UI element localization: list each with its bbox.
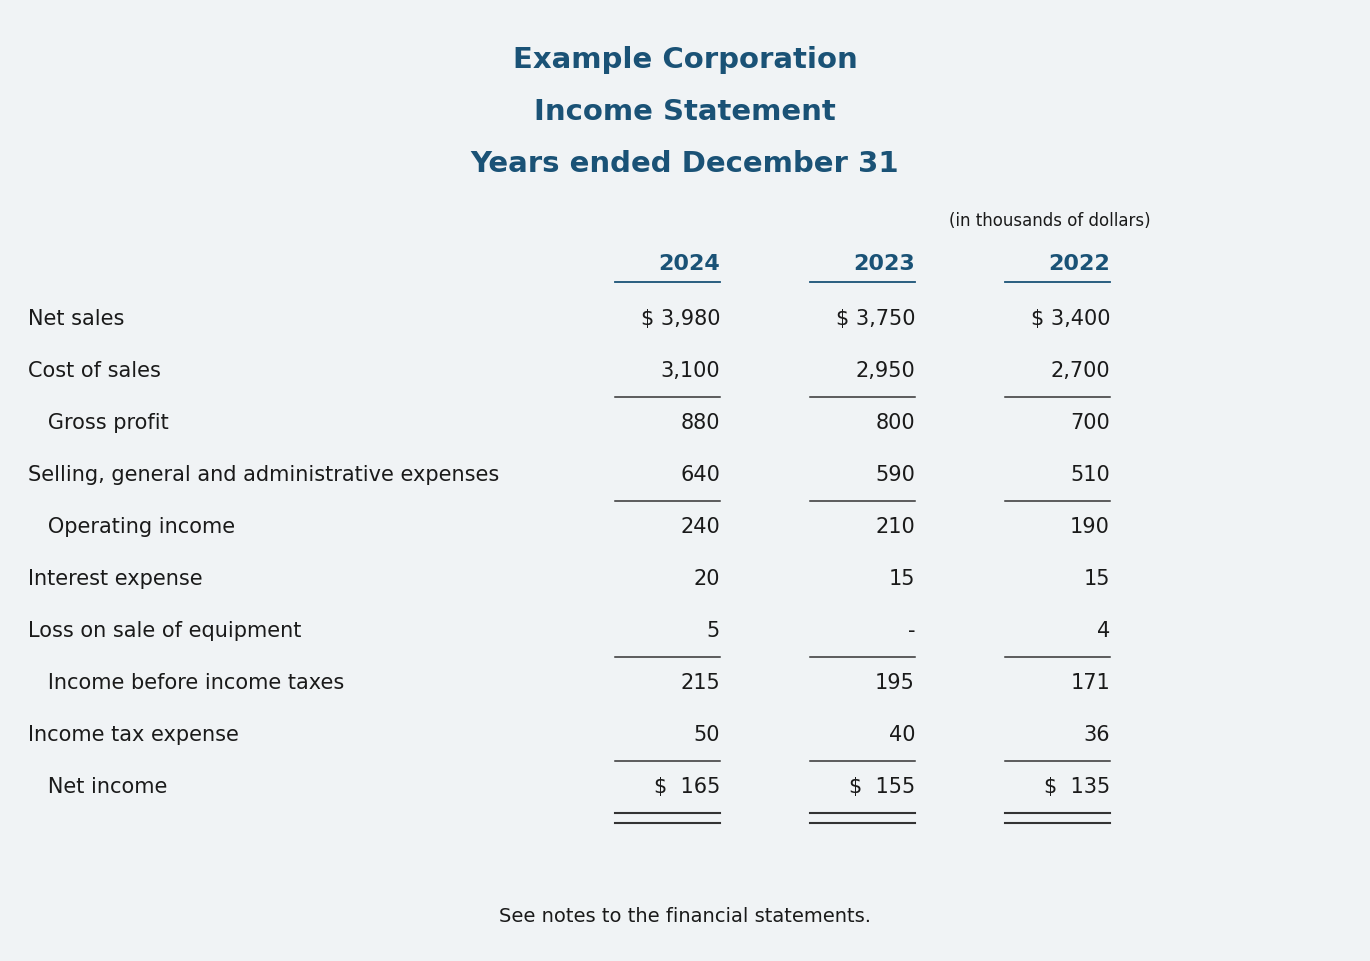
Text: $ 3,980: $ 3,980: [641, 309, 721, 329]
Text: $  135: $ 135: [1044, 777, 1110, 797]
Text: Example Corporation: Example Corporation: [512, 46, 858, 74]
Text: 510: 510: [1070, 465, 1110, 485]
Text: 15: 15: [1084, 569, 1110, 589]
Text: Net income: Net income: [27, 777, 167, 797]
Text: Loss on sale of equipment: Loss on sale of equipment: [27, 621, 301, 641]
Text: 195: 195: [875, 673, 915, 693]
Text: 210: 210: [875, 517, 915, 537]
Text: 20: 20: [693, 569, 721, 589]
Text: 880: 880: [681, 413, 721, 433]
Text: 240: 240: [681, 517, 721, 537]
Text: 640: 640: [680, 465, 721, 485]
Text: 2024: 2024: [658, 254, 721, 274]
Text: 3,100: 3,100: [660, 361, 721, 381]
Text: 190: 190: [1070, 517, 1110, 537]
Text: 5: 5: [707, 621, 721, 641]
Text: 36: 36: [1084, 725, 1110, 745]
Text: 4: 4: [1097, 621, 1110, 641]
Text: 171: 171: [1070, 673, 1110, 693]
Text: 2,700: 2,700: [1051, 361, 1110, 381]
Text: Net sales: Net sales: [27, 309, 125, 329]
Text: See notes to the financial statements.: See notes to the financial statements.: [499, 907, 871, 926]
Text: Interest expense: Interest expense: [27, 569, 203, 589]
Text: (in thousands of dollars): (in thousands of dollars): [949, 212, 1151, 230]
Text: 2022: 2022: [1048, 254, 1110, 274]
Text: Cost of sales: Cost of sales: [27, 361, 160, 381]
Text: $ 3,750: $ 3,750: [836, 309, 915, 329]
Text: 800: 800: [875, 413, 915, 433]
Text: Income Statement: Income Statement: [534, 98, 836, 126]
Text: $  155: $ 155: [849, 777, 915, 797]
Text: 700: 700: [1070, 413, 1110, 433]
Text: Operating income: Operating income: [27, 517, 236, 537]
Text: 15: 15: [889, 569, 915, 589]
Text: Income before income taxes: Income before income taxes: [27, 673, 344, 693]
Text: 590: 590: [875, 465, 915, 485]
Text: -: -: [907, 621, 915, 641]
Text: 2,950: 2,950: [855, 361, 915, 381]
Text: 50: 50: [693, 725, 721, 745]
Text: $  165: $ 165: [653, 777, 721, 797]
Text: 2023: 2023: [854, 254, 915, 274]
Text: 215: 215: [681, 673, 721, 693]
Text: Income tax expense: Income tax expense: [27, 725, 238, 745]
Text: 40: 40: [889, 725, 915, 745]
Text: $ 3,400: $ 3,400: [1030, 309, 1110, 329]
Text: Years ended December 31: Years ended December 31: [471, 150, 899, 178]
Text: Gross profit: Gross profit: [27, 413, 169, 433]
Text: Selling, general and administrative expenses: Selling, general and administrative expe…: [27, 465, 499, 485]
